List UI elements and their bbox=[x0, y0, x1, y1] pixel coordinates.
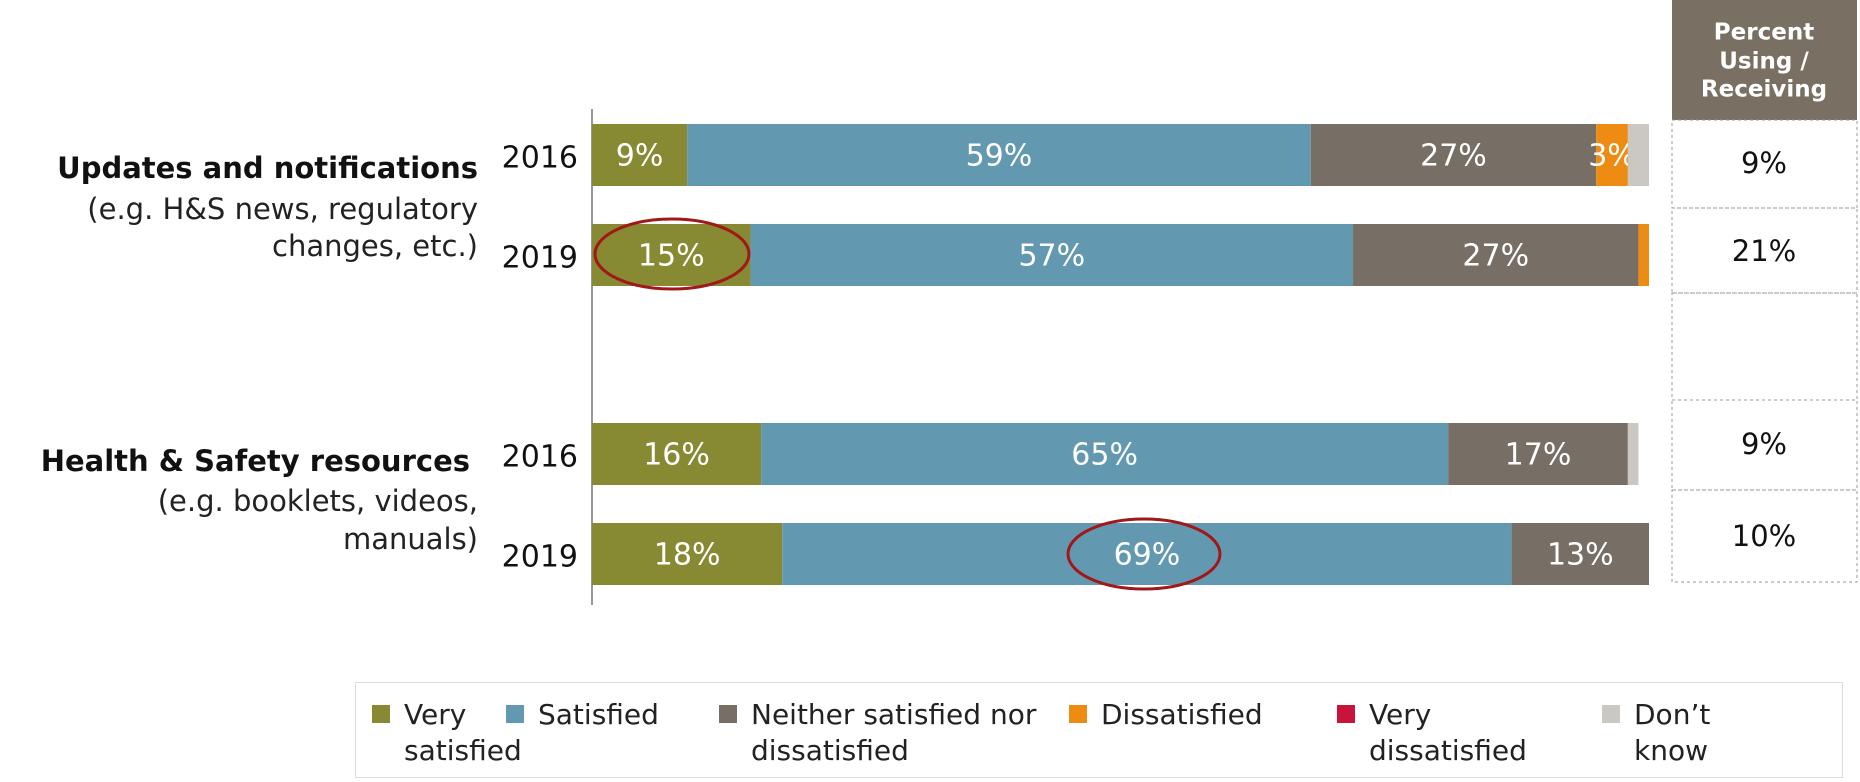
bar-segment bbox=[761, 423, 1449, 485]
table-value: 10% bbox=[1732, 519, 1796, 553]
table-value: 9% bbox=[1741, 427, 1787, 461]
y-tick-label: 2016 bbox=[502, 440, 578, 475]
bar-segment bbox=[687, 124, 1311, 186]
group-label: Updates and notifications bbox=[57, 151, 478, 185]
highlight bbox=[1066, 517, 1222, 591]
bar-segment bbox=[1310, 124, 1597, 186]
legend-swatch bbox=[1069, 705, 1087, 723]
legend-label: Neither satisfied nor dissatisfied bbox=[751, 698, 1037, 767]
legend-label: Satisfied bbox=[538, 698, 659, 731]
legend-swatch bbox=[1337, 705, 1355, 723]
data-label: 17% bbox=[1505, 438, 1572, 473]
group-note: (e.g. booklets, videos, bbox=[158, 484, 478, 518]
y-tick-label: 2016 bbox=[502, 141, 578, 176]
bar-segment bbox=[750, 224, 1354, 286]
table-value: 9% bbox=[1741, 146, 1787, 180]
data-label: 13% bbox=[1547, 538, 1614, 573]
bar-segment bbox=[782, 523, 1512, 585]
data-label: 9% bbox=[616, 139, 664, 174]
legend-swatch bbox=[719, 705, 737, 723]
bar-segment bbox=[1511, 523, 1649, 585]
table-cells bbox=[1671, 119, 1858, 583]
data-label: 27% bbox=[1462, 239, 1529, 274]
group-note: manuals) bbox=[343, 522, 478, 556]
table-header: Using / bbox=[1719, 49, 1809, 75]
bar-segment bbox=[592, 423, 762, 485]
legend-label: Dissatisfied bbox=[1101, 698, 1263, 731]
bar-segment bbox=[1353, 224, 1639, 286]
table-header: Percent bbox=[1714, 20, 1814, 46]
data-label: 15% bbox=[638, 239, 705, 274]
bar-segment bbox=[592, 523, 783, 585]
legend: Very satisfied Satisfied Neither satisfied… bbox=[355, 682, 1843, 778]
group-note: changes, etc.) bbox=[272, 229, 478, 263]
data-label: 27% bbox=[1420, 139, 1487, 174]
legend-swatch bbox=[372, 705, 390, 723]
data-label: 69% bbox=[1114, 538, 1181, 573]
data-label: 65% bbox=[1071, 438, 1138, 473]
bar-segment bbox=[1448, 423, 1628, 485]
data-label: 59% bbox=[966, 139, 1033, 174]
bar-segment bbox=[592, 224, 751, 286]
bar-segment bbox=[1638, 224, 1649, 286]
y-tick-label: 2019 bbox=[502, 540, 578, 575]
bar-segment bbox=[592, 124, 688, 186]
legend-swatch bbox=[1602, 705, 1620, 723]
legend-label: Very dissatisfied bbox=[1369, 698, 1527, 767]
group-label: Health & Safety resources bbox=[41, 444, 470, 478]
bar-segment bbox=[1627, 124, 1649, 186]
legend-label: Don’t know bbox=[1634, 698, 1711, 767]
y-tick-label: 2019 bbox=[502, 241, 578, 276]
data-label: 16% bbox=[643, 438, 710, 473]
data-label: 57% bbox=[1018, 239, 1085, 274]
table-value: 21% bbox=[1732, 234, 1796, 268]
bar-segment bbox=[1596, 124, 1628, 186]
group-note: (e.g. H&S news, regulatory bbox=[87, 192, 478, 226]
legend-label: Very satisfied bbox=[404, 698, 522, 767]
bar-segment bbox=[1627, 423, 1639, 485]
highlight bbox=[593, 217, 751, 291]
legend-swatch bbox=[506, 705, 524, 723]
data-label: 18% bbox=[654, 538, 721, 573]
table-header: Receiving bbox=[1701, 77, 1827, 103]
table-header-bg bbox=[1672, 0, 1857, 120]
